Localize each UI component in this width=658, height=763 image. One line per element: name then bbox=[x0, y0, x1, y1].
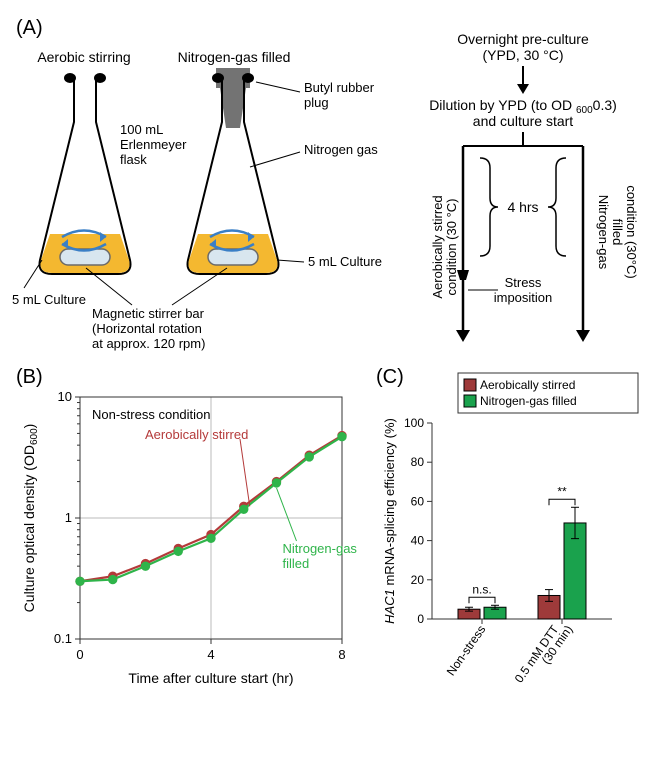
svg-text:Nitrogen-gas filled: Nitrogen-gas filled bbox=[480, 394, 577, 408]
svg-text:filled: filled bbox=[283, 556, 310, 571]
svg-text:Aerobically stirred: Aerobically stirred bbox=[480, 378, 575, 392]
flow-step1-l1: Overnight pre-culture bbox=[457, 31, 589, 47]
svg-text:4: 4 bbox=[207, 647, 214, 662]
flask-svg: (A) Aerobic stirring Nitrogen-gas filled bbox=[12, 12, 392, 352]
panel-b-label: (B) bbox=[16, 366, 43, 388]
panel-c-label: (C) bbox=[376, 366, 404, 388]
svg-text:**: ** bbox=[557, 484, 567, 498]
svg-text:n.s.: n.s. bbox=[472, 582, 491, 596]
flask-type-label-l2: flask bbox=[120, 152, 147, 167]
flow-stress-l2: imposition bbox=[494, 290, 553, 305]
culture-label-left: 5 mL Culture bbox=[12, 292, 86, 307]
svg-text:0: 0 bbox=[76, 647, 83, 662]
flask-aerobic bbox=[40, 73, 131, 274]
svg-text:0: 0 bbox=[417, 612, 424, 626]
flask1-title: Aerobic stirring bbox=[37, 49, 130, 65]
panel-c: (C) Aerobically stirred Nitrogen-gas fill… bbox=[372, 363, 652, 696]
svg-text:HAC1 mRNA-splicing efficiency: HAC1 mRNA-splicing efficiency (%) bbox=[382, 418, 397, 624]
flowchart: Overnight pre-culture (YPD, 30 °C) Dilut… bbox=[398, 12, 648, 355]
flow-left-l1: Aerobically stirred bbox=[430, 195, 445, 298]
svg-text:Nitrogen-gas: Nitrogen-gas bbox=[283, 541, 358, 556]
flow-stress-l1: Stress bbox=[505, 275, 542, 290]
svg-text:8: 8 bbox=[338, 647, 345, 662]
svg-text:Time after culture start (hr): Time after culture start (hr) bbox=[128, 670, 293, 686]
svg-text:80: 80 bbox=[411, 455, 425, 469]
flask-type-label-l1: Erlenmeyer bbox=[120, 137, 187, 152]
flask-size-label: 100 mL bbox=[120, 122, 163, 137]
svg-text:60: 60 bbox=[411, 494, 425, 508]
flask-diagram: (A) Aerobic stirring Nitrogen-gas filled bbox=[12, 12, 392, 355]
flow-right-l3: condition (30°C) bbox=[624, 185, 639, 278]
stir-label-l2: (Horizontal rotation bbox=[92, 321, 202, 336]
butyl-plug bbox=[220, 88, 246, 128]
svg-text:10: 10 bbox=[58, 389, 72, 404]
flask-nitrogen bbox=[188, 68, 279, 274]
flow-step2-l3: and culture start bbox=[473, 113, 573, 129]
panel-b: (B) 0.1 1 10 0 4 8 Non-stress condition Aerobic… bbox=[12, 363, 362, 696]
flowchart-svg: Overnight pre-culture (YPD, 30 °C) Dilut… bbox=[398, 12, 648, 352]
panel-bc-row: (B) 0.1110048Non-stress conditionAerobic… bbox=[12, 363, 646, 696]
stir-label-l1: Magnetic stirrer bar bbox=[92, 306, 205, 321]
flask2-title: Nitrogen-gas filled bbox=[178, 49, 291, 65]
svg-text:0.1: 0.1 bbox=[54, 631, 72, 646]
panel-a-row: (A) Aerobic stirring Nitrogen-gas filled bbox=[12, 12, 646, 355]
svg-text:40: 40 bbox=[411, 534, 425, 548]
svg-text:Aerobically stirred: Aerobically stirred bbox=[145, 427, 248, 442]
splicing-chart: (C) Aerobically stirred Nitrogen-gas fill… bbox=[372, 363, 652, 693]
svg-text:1: 1 bbox=[65, 510, 72, 525]
svg-text:Non-stress: Non-stress bbox=[444, 623, 489, 679]
growth-chart: (B) 0.1 1 10 0 4 8 Non-stress condition Aerobic… bbox=[12, 363, 362, 693]
svg-text:100: 100 bbox=[404, 416, 424, 430]
svg-text:Non-stress condition: Non-stress condition bbox=[92, 407, 211, 422]
plug-label-l2: plug bbox=[304, 95, 329, 110]
flow-left-l2: condition (30 °C) bbox=[444, 199, 459, 296]
plug-label-l1: Butyl rubber bbox=[304, 80, 375, 95]
culture-label-right: 5 mL Culture bbox=[308, 254, 382, 269]
svg-text:20: 20 bbox=[411, 573, 425, 587]
panel-a-label: (A) bbox=[16, 17, 43, 39]
flow-right-l1: Nitrogen-gas bbox=[596, 195, 611, 270]
flow-right-l2: filled bbox=[610, 219, 625, 246]
flow-step1-l2: (YPD, 30 °C) bbox=[482, 47, 563, 63]
flow-middle: 4 hrs bbox=[507, 199, 538, 215]
svg-text:Culture optical density (OD600: Culture optical density (OD600) bbox=[21, 424, 40, 613]
nitrogen-gas-label: Nitrogen gas bbox=[304, 142, 378, 157]
stir-label-l3: at approx. 120 rpm) bbox=[92, 336, 205, 351]
